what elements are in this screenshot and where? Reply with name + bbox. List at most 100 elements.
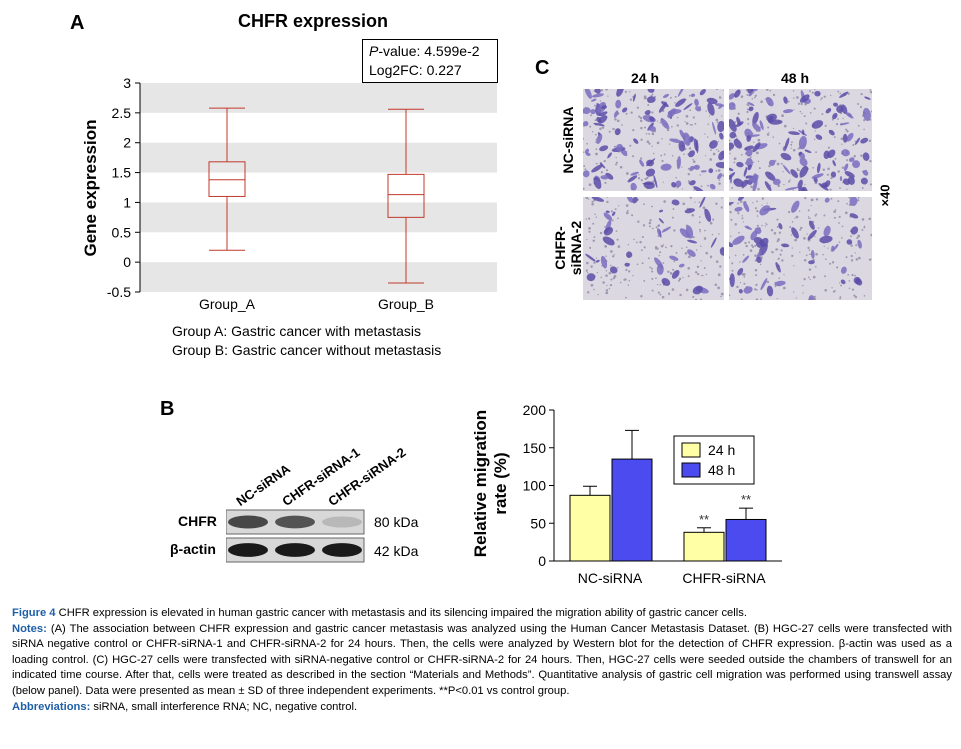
pore-dot xyxy=(823,245,825,247)
pore-dot xyxy=(837,118,839,120)
pore-dot xyxy=(586,238,588,241)
pore-dot xyxy=(708,115,710,117)
stained-cell xyxy=(846,239,853,245)
pore-dot xyxy=(807,209,810,212)
pore-dot xyxy=(672,208,675,211)
stained-cell xyxy=(840,266,847,274)
pore-dot xyxy=(863,295,866,297)
panel-a-letter: A xyxy=(70,12,85,34)
pore-dot xyxy=(676,124,679,127)
pore-dot xyxy=(585,218,588,220)
pore-dot xyxy=(851,288,855,291)
pore-dot xyxy=(591,200,594,203)
pore-dot xyxy=(626,211,628,214)
stained-cell xyxy=(719,132,724,140)
pore-dot xyxy=(815,252,818,256)
stained-cell xyxy=(671,199,680,206)
pore-dot xyxy=(805,254,808,257)
pore-dot xyxy=(656,283,659,286)
stained-cell xyxy=(639,159,645,167)
stained-cell xyxy=(738,289,743,294)
stained-cell xyxy=(661,277,671,286)
pore-dot xyxy=(700,260,702,262)
pore-dot xyxy=(709,221,713,225)
stained-cell xyxy=(823,150,830,160)
pore-dot xyxy=(600,276,603,279)
figure-text: CHFR expression is elevated in human gas… xyxy=(55,607,747,619)
pore-dot xyxy=(698,221,701,224)
stained-cell xyxy=(644,110,651,115)
pore-dot xyxy=(853,155,856,158)
micrograph-chfr-24h xyxy=(583,197,724,300)
pore-dot xyxy=(751,98,754,100)
pore-dot xyxy=(809,278,811,281)
stained-cell xyxy=(678,263,685,268)
pore-dot xyxy=(704,155,707,157)
pore-dot xyxy=(789,226,792,229)
pore-dot xyxy=(715,202,718,205)
blot-band xyxy=(228,515,268,529)
pore-dot xyxy=(790,234,793,236)
stained-cell xyxy=(788,131,800,136)
bar-legend-swatch xyxy=(681,442,701,458)
stained-cell xyxy=(662,93,670,99)
stained-cell xyxy=(734,89,741,98)
bar-legend-swatch xyxy=(681,462,701,478)
pore-dot xyxy=(870,233,872,237)
pore-dot xyxy=(761,197,765,200)
stained-cell xyxy=(717,173,723,180)
pore-dot xyxy=(757,160,760,163)
pore-dot xyxy=(803,115,806,118)
pore-dot xyxy=(682,202,686,206)
stained-cell xyxy=(627,175,638,183)
pore-dot xyxy=(596,271,599,274)
stained-cell xyxy=(598,111,608,117)
pore-dot xyxy=(833,210,836,213)
stained-cell xyxy=(626,251,633,258)
stained-cell xyxy=(687,249,696,257)
pore-dot xyxy=(693,189,695,191)
stained-cell xyxy=(774,280,786,287)
pore-dot xyxy=(604,226,606,228)
pore-dot xyxy=(643,280,646,282)
stained-cell xyxy=(594,89,601,94)
pore-dot xyxy=(809,217,811,220)
stained-cell xyxy=(590,109,596,115)
pore-dot xyxy=(614,208,617,211)
stained-cell xyxy=(744,225,753,230)
stained-cell xyxy=(596,116,602,123)
stained-cell xyxy=(622,107,628,113)
pore-dot xyxy=(669,272,673,275)
pore-dot xyxy=(869,160,872,163)
pore-dot xyxy=(731,262,734,265)
pore-dot xyxy=(689,197,693,199)
stained-cell xyxy=(661,226,672,233)
stained-cell xyxy=(599,145,609,152)
pore-dot xyxy=(656,141,660,145)
pore-dot xyxy=(636,106,639,109)
bar-y-tick-label: 200 xyxy=(523,402,547,418)
pore-dot xyxy=(803,259,807,262)
pore-dot xyxy=(738,231,740,234)
pore-dot xyxy=(757,138,761,142)
pore-dot xyxy=(655,226,658,229)
pore-dot xyxy=(705,251,709,255)
pore-dot xyxy=(820,97,823,100)
stained-cell xyxy=(683,103,693,111)
pore-dot xyxy=(644,177,647,181)
pore-dot xyxy=(860,93,863,96)
pore-dot xyxy=(718,179,721,181)
stained-cell xyxy=(747,102,755,107)
pore-dot xyxy=(679,293,682,297)
pore-dot xyxy=(814,89,816,90)
panel-c-row-chfr-line2: siRNA-2 xyxy=(568,220,584,276)
pore-dot xyxy=(674,102,676,104)
pore-dot xyxy=(824,275,827,278)
pore-dot xyxy=(688,255,691,259)
pore-dot xyxy=(720,206,723,209)
pore-dot xyxy=(602,281,605,284)
pore-dot xyxy=(742,273,746,276)
stained-cell xyxy=(605,172,614,180)
pore-dot xyxy=(754,244,757,247)
pore-dot xyxy=(608,130,611,133)
